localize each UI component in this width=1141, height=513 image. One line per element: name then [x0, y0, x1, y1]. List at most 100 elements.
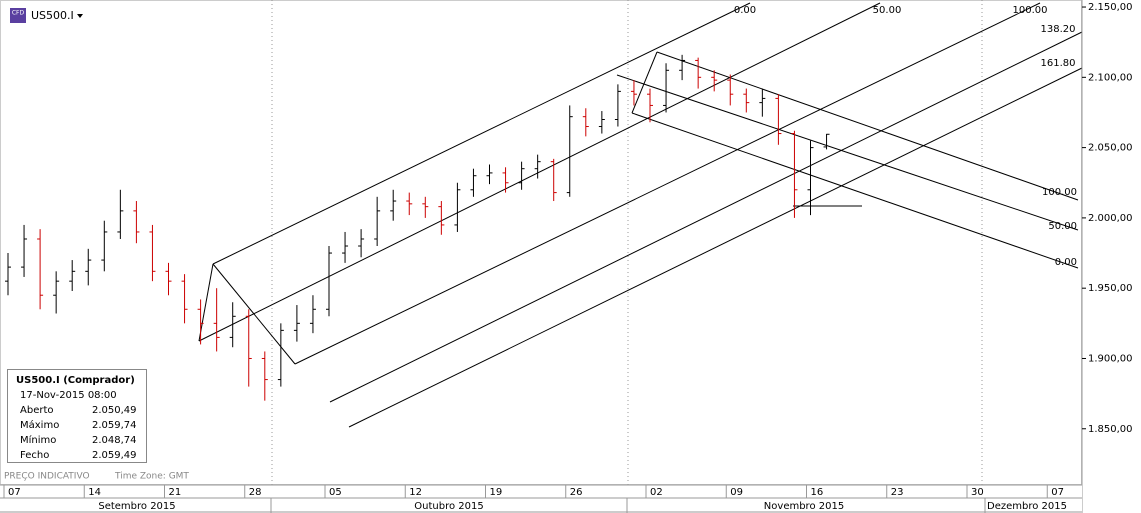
info-label: Fecho: [20, 450, 49, 461]
info-label: Máximo: [20, 419, 59, 431]
info-box-frame: [7, 369, 147, 463]
ohlc-bar: [245, 309, 252, 387]
ohlc-bar: [807, 140, 814, 216]
x-tick-label: 28: [249, 487, 262, 498]
symbol-badge-text: CFD: [12, 10, 25, 17]
month-label: Novembro 2015: [764, 501, 844, 512]
ohlc-bar: [566, 105, 573, 197]
ohlc-bar: [534, 154, 541, 179]
ohlc-bar: [614, 84, 621, 127]
x-tick-label: 05: [329, 487, 342, 498]
info-value: 2.050,49: [92, 405, 137, 416]
plot-area: [0, 0, 1082, 485]
pitchfork-line: [212, 2, 751, 265]
symbol-name[interactable]: US500.I: [31, 9, 74, 22]
x-tick-label: 09: [730, 487, 743, 498]
ohlc-bar: [149, 224, 156, 282]
ohlc-bar: [213, 288, 220, 352]
ohlc-bar: [486, 164, 493, 185]
ohlc-bar: [695, 57, 702, 89]
ohlc-bar: [390, 189, 397, 221]
ohlc-bar: [277, 323, 284, 387]
ohlc-bar: [454, 182, 461, 232]
info-label: Aberto: [20, 405, 54, 416]
y-tick-label: 2.000,00: [1088, 213, 1133, 224]
info-label: Mínimo: [20, 434, 56, 446]
ohlc-bar: [823, 133, 830, 150]
ohlc-bar: [679, 54, 686, 81]
ohlc-bar: [293, 305, 300, 342]
pitchfork-line: [631, 51, 658, 114]
ohlc-bar: [422, 196, 429, 218]
month-label: Outubro 2015: [414, 501, 483, 512]
pitchfork-label: 0.00: [734, 5, 756, 16]
pitchfork-label: 138.20: [1041, 24, 1076, 35]
x-tick-label: 19: [490, 487, 503, 498]
x-tick-label: 07: [8, 487, 21, 498]
info-title: US500.I (Comprador): [16, 375, 135, 386]
pitchfork-line: [329, 31, 1083, 403]
ohlc-bar: [582, 108, 589, 137]
pitchfork-line: [198, 2, 881, 342]
x-tick-label: 26: [570, 487, 583, 498]
ohlc-bar: [21, 224, 28, 277]
month-label: Setembro 2015: [98, 501, 175, 512]
pitchfork-label: 161.80: [1041, 58, 1076, 69]
x-tick-label: 02: [650, 487, 663, 498]
info-value: 2.048,74: [92, 435, 137, 446]
ohlc-bar: [85, 248, 92, 286]
symbol-badge: [10, 8, 26, 23]
footer-note: PREÇO INDICATIVO: [4, 472, 90, 482]
ohlc-bar: [197, 299, 204, 345]
info-box: US500.I (Comprador) 17-Nov-2015 08:00 Ab…: [7, 369, 147, 463]
ohlc-bar: [133, 201, 140, 244]
ohlc-bar: [663, 63, 670, 113]
pitchfork-line: [616, 74, 1079, 231]
info-value: 2.059,49: [92, 450, 137, 461]
pitchfork-label: 50.00: [1048, 221, 1077, 232]
x-axis-panel: [0, 485, 1082, 513]
month-label: Dezembro 2015: [987, 501, 1067, 512]
ohlc-bar: [342, 231, 349, 263]
dropdown-arrow[interactable]: [77, 14, 83, 18]
ohlc-bar: [791, 130, 798, 218]
ohlc-bar: [69, 260, 76, 291]
y-axis-panel: [1082, 0, 1141, 485]
ohlc-bar: [711, 70, 718, 92]
ohlc-bar: [358, 229, 365, 258]
pitchfork-line: [198, 263, 214, 342]
info-value: 2.059,74: [92, 420, 137, 431]
x-tick-label: 12: [409, 487, 422, 498]
x-tick-label: 23: [891, 487, 904, 498]
ohlc-bar: [37, 229, 44, 310]
ohlc-bar: [53, 271, 60, 314]
ohlc-bar: [5, 253, 11, 296]
ohlc-bar: [759, 88, 766, 117]
ohlc-bar: [229, 302, 236, 348]
pitchfork-line: [348, 67, 1083, 428]
ohlc-bar: [374, 196, 381, 247]
x-tick-label: 14: [88, 487, 101, 498]
ohlc-bar: [775, 94, 782, 145]
x-tick-label: 21: [169, 487, 182, 498]
pitchfork-label: 100.00: [1042, 187, 1077, 198]
ohlc-bar: [470, 168, 477, 197]
ohlc-bar: [743, 88, 750, 113]
y-tick-label: 2.050,00: [1088, 143, 1133, 154]
ohlc-bar: [727, 74, 734, 106]
ohlc-bar: [550, 158, 557, 202]
pitchfork-line: [294, 2, 1041, 365]
pitchfork-drawings: [198, 2, 1083, 428]
ohlc-bar: [647, 88, 653, 123]
ohlc-bar: [438, 201, 445, 235]
y-tick-label: 1.950,00: [1088, 283, 1133, 294]
pitchfork-line: [631, 112, 1079, 269]
ohlc-bar: [117, 189, 124, 239]
ohlc-bar: [101, 220, 108, 272]
symbol-selector[interactable]: CFD US500.I: [10, 8, 83, 23]
ohlc-bar: [598, 111, 605, 134]
pitchfork-line: [656, 51, 1079, 201]
ohlc-bar: [309, 295, 316, 334]
